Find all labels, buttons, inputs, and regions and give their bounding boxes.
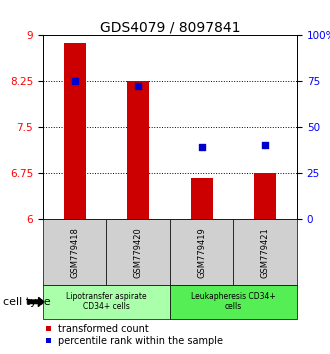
Text: GSM779420: GSM779420: [134, 227, 143, 278]
Text: Leukapheresis CD34+
cells: Leukapheresis CD34+ cells: [191, 292, 276, 312]
Text: Lipotransfer aspirate
CD34+ cells: Lipotransfer aspirate CD34+ cells: [66, 292, 147, 312]
Point: [263, 142, 268, 148]
Bar: [64, 44, 86, 219]
Text: percentile rank within the sample: percentile rank within the sample: [58, 336, 223, 346]
Text: GSM779421: GSM779421: [261, 227, 270, 278]
Point: [136, 84, 141, 89]
Title: GDS4079 / 8097841: GDS4079 / 8097841: [100, 20, 240, 34]
Bar: [254, 173, 276, 219]
Bar: [191, 178, 213, 219]
Text: GSM779418: GSM779418: [70, 227, 79, 278]
Text: cell type: cell type: [3, 297, 51, 307]
Point: [72, 79, 77, 84]
Point: [199, 144, 204, 150]
Bar: [127, 81, 149, 219]
Text: transformed count: transformed count: [58, 324, 148, 333]
Text: GSM779419: GSM779419: [197, 227, 206, 278]
